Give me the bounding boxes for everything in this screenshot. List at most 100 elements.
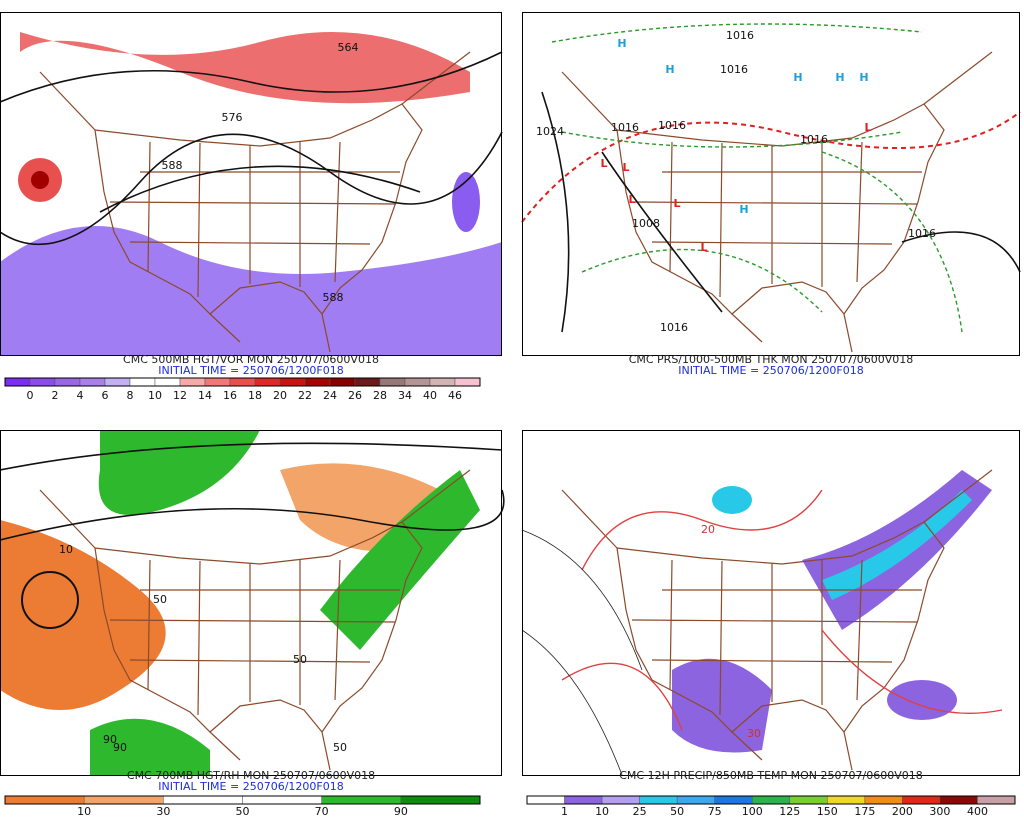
map-label: 30 [747,727,761,740]
map-label: L [700,241,707,254]
panel-frame [522,430,1020,776]
legend-swatch [939,795,978,805]
legend-swatch [129,377,156,387]
map-label: 50 [333,741,347,754]
map-label: 1016 [726,29,754,42]
legend-label: 10 [595,805,609,818]
legend-label: 10 [148,389,162,402]
legend-label: 175 [854,805,875,818]
legend-swatch [379,377,406,387]
legend-swatch [676,795,715,805]
initial-time: INITIAL TIME = 250706/1200F018 [158,780,343,793]
legend-swatch [429,377,456,387]
legend-label: 22 [298,389,312,402]
initial-time: INITIAL TIME = 250706/1200F018 [158,364,343,377]
legend-label: 50 [236,805,250,818]
legend-label: 8 [127,389,134,402]
legend-swatch [279,377,306,387]
map-pressure [521,12,1021,355]
map-label: 1016 [658,119,686,132]
legend-swatch [639,795,678,805]
legend-label: 18 [248,389,262,402]
legend-frame [526,795,1016,805]
legend-swatch [54,377,81,387]
legend-swatch [354,377,381,387]
map-label: H [739,203,748,216]
map-label: 90 [103,733,117,746]
legend-swatch [526,795,565,805]
legend-swatch [4,377,31,387]
legend-swatch [864,795,903,805]
legend-swatch [902,795,941,805]
legend-swatch [827,795,866,805]
map-label: 20 [701,523,715,536]
map-label: 1016 [720,63,748,76]
legend-label: 400 [967,805,988,818]
legend-label: 16 [223,389,237,402]
legend-swatch [789,795,828,805]
legend-label: 100 [742,805,763,818]
legend-label: 0 [27,389,34,402]
legend-label: 1 [561,805,568,818]
map-label: H [665,63,674,76]
legend-swatch [204,377,231,387]
map-label: 10 [59,543,73,556]
legend-label: 90 [394,805,408,818]
legend-label: 125 [779,805,800,818]
legend-swatch [83,795,164,805]
legend-label: 40 [423,389,437,402]
map-label: H [859,71,868,84]
legend-label: 12 [173,389,187,402]
legend-label: 150 [817,805,838,818]
legend-label: 26 [348,389,362,402]
map-label: L [864,121,871,134]
panel-title: CMC 500MB HGT/VOR MON 250707/0600V018 [123,353,379,366]
legend-swatch [79,377,106,387]
legend-swatch [454,377,481,387]
panel-title: CMC 12H PRECIP/850MB TEMP MON 250707/060… [619,769,923,782]
map-label: H [617,37,626,50]
legend-label: 30 [156,805,170,818]
legend-label: 28 [373,389,387,402]
legend-frame [4,377,481,387]
map-label: L [600,157,607,170]
legend-swatch [229,377,256,387]
legend-swatch [242,795,322,805]
legend-swatch [751,795,791,805]
map-label: 1008 [632,217,660,230]
map-label: 90 [113,741,127,754]
panel-frame [0,430,502,776]
map-label: 588 [162,159,183,172]
map-label: L [673,197,680,210]
initial-time: INITIAL TIME = 250706/1200F018 [678,364,863,377]
legend-label: 4 [77,389,84,402]
map-label: 50 [153,593,167,606]
legend-label: 2 [52,389,59,402]
legend-swatch [977,795,1016,805]
legend-swatch [304,377,331,387]
legend-label: 70 [315,805,329,818]
legend-label: 20 [273,389,287,402]
legend-swatch [104,377,131,387]
legend-label: 25 [633,805,647,818]
panel-frame [0,12,502,356]
map-label: 1016 [611,121,639,134]
map-label: 1016 [908,227,936,240]
legend-label: 6 [102,389,109,402]
legend-swatch [321,795,402,805]
map-700mb [0,430,505,775]
legend-label: 10 [77,805,91,818]
legend-frame [4,795,481,805]
legend-swatch [714,795,753,805]
map-label: 1024 [536,125,564,138]
map-label: L [622,161,629,174]
panel-title: CMC 700MB HGT/RH MON 250707/0600V018 [127,769,375,782]
map-label: 1016 [660,321,688,334]
map-500mb [0,12,503,355]
legend-label: 200 [892,805,913,818]
map-precip [521,430,1020,776]
panel-frame [522,12,1020,356]
legend-swatch [254,377,281,387]
